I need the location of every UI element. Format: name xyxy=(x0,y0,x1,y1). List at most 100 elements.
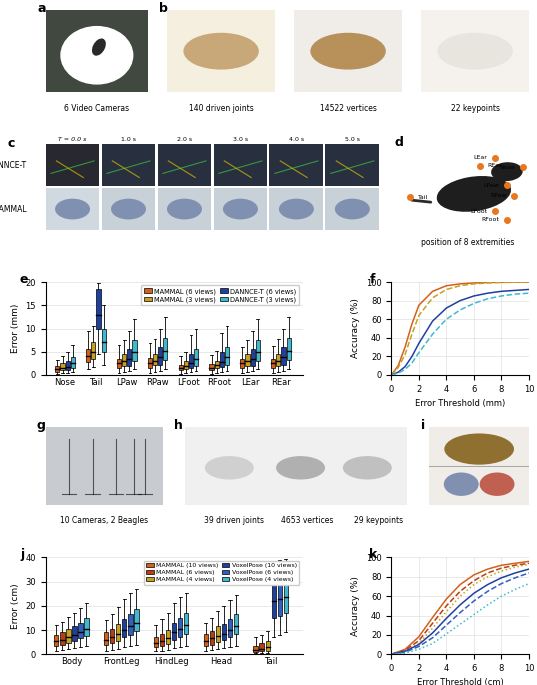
Y-axis label: Error (mm): Error (mm) xyxy=(11,304,20,353)
FancyBboxPatch shape xyxy=(104,632,108,645)
Text: LFoot: LFoot xyxy=(470,208,488,214)
FancyBboxPatch shape xyxy=(101,329,106,351)
Ellipse shape xyxy=(491,162,523,181)
Text: f: f xyxy=(369,273,375,286)
FancyBboxPatch shape xyxy=(159,634,164,646)
FancyBboxPatch shape xyxy=(234,614,238,634)
Text: h: h xyxy=(173,419,183,432)
FancyBboxPatch shape xyxy=(276,354,280,366)
FancyBboxPatch shape xyxy=(259,643,264,651)
FancyBboxPatch shape xyxy=(179,364,183,371)
Ellipse shape xyxy=(276,456,325,480)
Legend: MAMMAL (6 views), MAMMAL (3 views), DANNCE-T (6 views), DANNCE-T (3 views): MAMMAL (6 views), MAMMAL (3 views), DANN… xyxy=(141,286,299,306)
FancyBboxPatch shape xyxy=(116,624,120,641)
Text: DANNCE-T: DANNCE-T xyxy=(0,160,27,170)
FancyBboxPatch shape xyxy=(271,359,275,368)
Text: LPaw: LPaw xyxy=(484,183,499,188)
Ellipse shape xyxy=(437,176,511,212)
Ellipse shape xyxy=(205,456,254,480)
FancyBboxPatch shape xyxy=(133,340,136,361)
FancyBboxPatch shape xyxy=(265,641,270,651)
FancyBboxPatch shape xyxy=(71,358,75,368)
Y-axis label: Accuracy (%): Accuracy (%) xyxy=(351,299,360,358)
Y-axis label: Error (cm): Error (cm) xyxy=(11,583,20,629)
FancyBboxPatch shape xyxy=(189,354,193,368)
FancyBboxPatch shape xyxy=(61,363,64,371)
FancyBboxPatch shape xyxy=(91,342,96,359)
FancyBboxPatch shape xyxy=(66,629,70,643)
FancyBboxPatch shape xyxy=(55,366,60,372)
Text: d: d xyxy=(394,136,403,149)
FancyBboxPatch shape xyxy=(194,349,198,366)
Text: 3.0 s: 3.0 s xyxy=(233,137,248,142)
Ellipse shape xyxy=(444,473,478,496)
Text: 10 Cameras, 2 Beagles: 10 Cameras, 2 Beagles xyxy=(60,516,148,525)
FancyBboxPatch shape xyxy=(172,623,176,640)
Text: 5.0 s: 5.0 s xyxy=(345,137,360,142)
Text: a: a xyxy=(38,2,46,15)
FancyBboxPatch shape xyxy=(163,338,168,360)
FancyBboxPatch shape xyxy=(97,289,100,329)
FancyBboxPatch shape xyxy=(240,359,244,368)
Text: LEar: LEar xyxy=(474,155,488,160)
FancyBboxPatch shape xyxy=(54,635,59,646)
FancyBboxPatch shape xyxy=(184,613,188,634)
Ellipse shape xyxy=(480,473,514,496)
FancyBboxPatch shape xyxy=(153,353,157,365)
Ellipse shape xyxy=(111,199,146,219)
Ellipse shape xyxy=(167,199,202,219)
X-axis label: Error Threshold (mm): Error Threshold (mm) xyxy=(415,399,505,408)
Ellipse shape xyxy=(279,199,314,219)
FancyArrowPatch shape xyxy=(412,200,431,202)
FancyBboxPatch shape xyxy=(278,580,282,616)
Ellipse shape xyxy=(437,33,513,70)
X-axis label: Error Threshold (cm): Error Threshold (cm) xyxy=(417,678,504,685)
Legend: MAMMAL (10 views), MAMMAL (6 views), MAMMAL (4 views), VoxelPose (10 views), Vox: MAMMAL (10 views), MAMMAL (6 views), MAM… xyxy=(144,560,300,585)
FancyBboxPatch shape xyxy=(72,626,77,641)
FancyBboxPatch shape xyxy=(166,630,170,644)
FancyBboxPatch shape xyxy=(287,338,291,360)
Text: 1.0 s: 1.0 s xyxy=(121,137,136,142)
Text: k: k xyxy=(369,548,378,561)
FancyBboxPatch shape xyxy=(251,349,255,366)
FancyBboxPatch shape xyxy=(158,347,162,364)
FancyBboxPatch shape xyxy=(60,632,64,645)
Text: MAMMAL: MAMMAL xyxy=(0,205,27,214)
FancyBboxPatch shape xyxy=(128,614,133,635)
FancyBboxPatch shape xyxy=(184,361,188,369)
Ellipse shape xyxy=(184,33,259,70)
Ellipse shape xyxy=(335,199,370,219)
FancyBboxPatch shape xyxy=(66,361,70,371)
Text: 6 Video Cameras: 6 Video Cameras xyxy=(64,103,129,112)
Ellipse shape xyxy=(92,38,106,55)
Ellipse shape xyxy=(310,33,386,70)
FancyBboxPatch shape xyxy=(215,360,219,369)
FancyBboxPatch shape xyxy=(178,618,183,637)
FancyBboxPatch shape xyxy=(220,351,224,367)
Circle shape xyxy=(61,27,133,84)
FancyBboxPatch shape xyxy=(253,646,258,651)
Ellipse shape xyxy=(223,199,258,219)
Text: b: b xyxy=(158,2,168,15)
Text: Tail: Tail xyxy=(418,195,428,200)
Text: RPaw: RPaw xyxy=(490,193,507,198)
FancyBboxPatch shape xyxy=(256,340,260,361)
FancyBboxPatch shape xyxy=(86,349,90,362)
FancyBboxPatch shape xyxy=(209,364,214,371)
FancyBboxPatch shape xyxy=(209,631,214,645)
FancyBboxPatch shape xyxy=(122,354,126,366)
FancyBboxPatch shape xyxy=(216,626,220,642)
FancyBboxPatch shape xyxy=(134,610,139,631)
Text: 2.0 s: 2.0 s xyxy=(177,137,192,142)
Text: 4653 vertices: 4653 vertices xyxy=(281,516,333,525)
Text: T = 0.0 s: T = 0.0 s xyxy=(59,137,87,142)
Text: e: e xyxy=(20,273,28,286)
Ellipse shape xyxy=(444,434,514,464)
Text: 4.0 s: 4.0 s xyxy=(289,137,304,142)
FancyBboxPatch shape xyxy=(245,354,250,366)
FancyBboxPatch shape xyxy=(281,347,286,364)
Text: RFoot: RFoot xyxy=(482,217,499,222)
Text: g: g xyxy=(37,419,45,432)
FancyBboxPatch shape xyxy=(228,619,233,637)
Text: 22 keypoints: 22 keypoints xyxy=(451,103,499,112)
